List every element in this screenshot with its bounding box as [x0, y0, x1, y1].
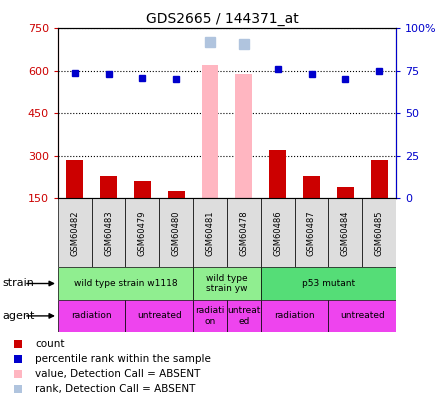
Bar [328, 300, 396, 332]
Bar [371, 160, 388, 198]
Text: count: count [35, 339, 65, 349]
Bar [261, 300, 328, 332]
Bar [202, 65, 218, 198]
Bar [100, 176, 117, 198]
Bar [227, 300, 261, 332]
Bar [362, 198, 396, 267]
Bar [58, 198, 92, 267]
Bar [193, 267, 261, 300]
Bar [134, 181, 151, 198]
Text: untreated: untreated [137, 311, 182, 320]
Bar [261, 267, 396, 300]
Text: wild type
strain yw: wild type strain yw [206, 274, 248, 293]
Text: GSM60480: GSM60480 [172, 210, 181, 256]
Text: value, Detection Call = ABSENT: value, Detection Call = ABSENT [35, 369, 201, 379]
Bar [235, 74, 252, 198]
Text: agent: agent [2, 311, 35, 321]
Bar [66, 160, 83, 198]
Bar [303, 176, 320, 198]
Bar [193, 198, 227, 267]
Bar [227, 198, 261, 267]
Bar [125, 198, 159, 267]
Bar [92, 198, 125, 267]
Bar [193, 300, 227, 332]
Text: radiati
on: radiati on [195, 306, 225, 326]
Text: untreated: untreated [340, 311, 384, 320]
Text: GSM60479: GSM60479 [138, 210, 147, 256]
Bar [295, 198, 328, 267]
Text: GSM60481: GSM60481 [206, 210, 214, 256]
Text: p53 mutant: p53 mutant [302, 279, 355, 288]
Text: GDS2665 / 144371_at: GDS2665 / 144371_at [146, 12, 299, 26]
Bar [58, 267, 193, 300]
Text: GSM60485: GSM60485 [375, 210, 384, 256]
Text: strain: strain [2, 279, 34, 288]
Bar [58, 300, 125, 332]
Bar [261, 198, 295, 267]
Bar [159, 198, 193, 267]
Bar [168, 191, 185, 198]
Text: rank, Detection Call = ABSENT: rank, Detection Call = ABSENT [35, 384, 196, 394]
Text: GSM60483: GSM60483 [104, 210, 113, 256]
Text: radiation: radiation [71, 311, 112, 320]
Bar [125, 300, 193, 332]
Bar [269, 150, 286, 198]
Text: GSM60486: GSM60486 [273, 210, 282, 256]
Text: radiation: radiation [274, 311, 315, 320]
Text: GSM60478: GSM60478 [239, 210, 248, 256]
Bar [328, 198, 362, 267]
Text: GSM60484: GSM60484 [341, 210, 350, 256]
Text: percentile rank within the sample: percentile rank within the sample [35, 354, 211, 364]
Text: GSM60482: GSM60482 [70, 210, 79, 256]
Text: wild type strain w1118: wild type strain w1118 [74, 279, 177, 288]
Text: GSM60487: GSM60487 [307, 210, 316, 256]
Text: untreat
ed: untreat ed [227, 306, 261, 326]
Bar [337, 187, 354, 198]
